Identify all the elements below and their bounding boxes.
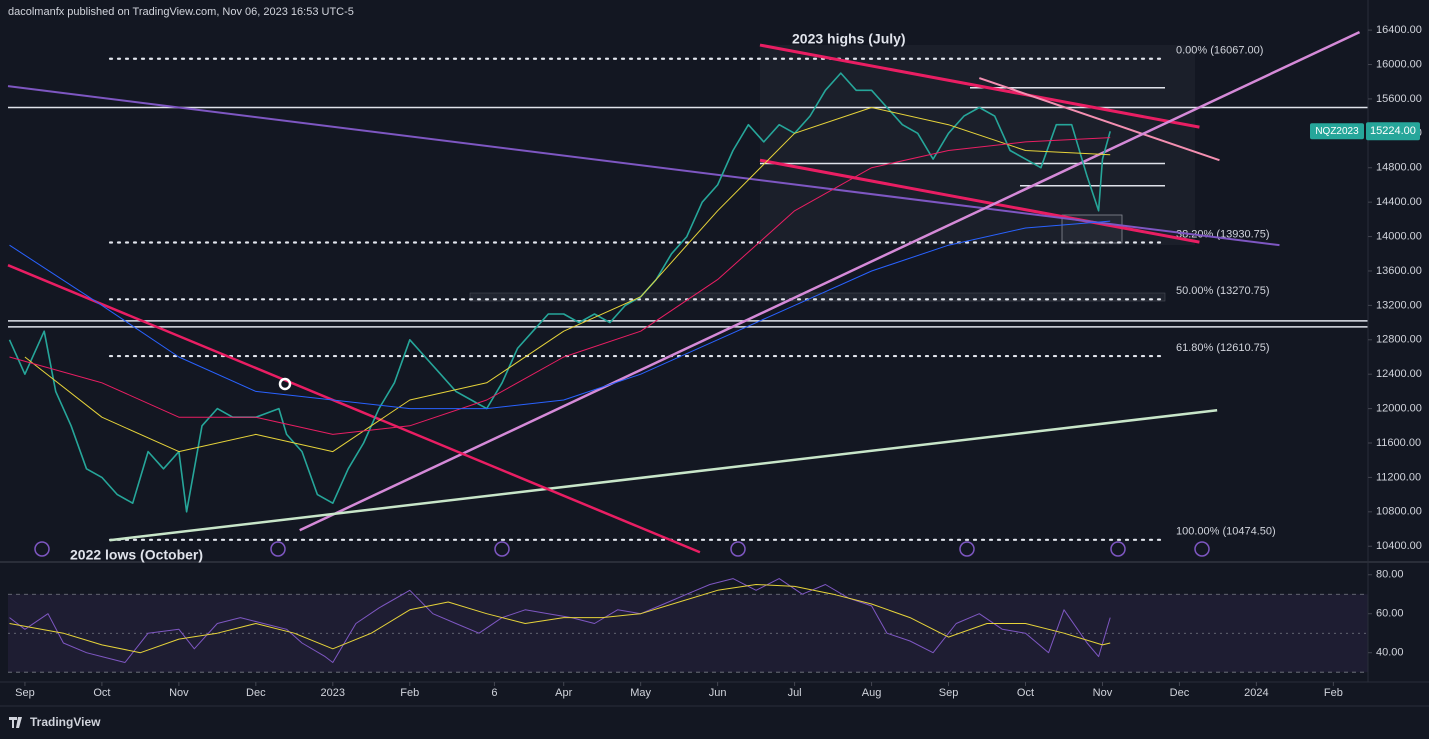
x-tick-label: Dec [246, 687, 266, 699]
y-tick-label: 16000.00 [1376, 58, 1422, 70]
y-tick-label: 16400.00 [1376, 24, 1422, 36]
x-tick-label: Feb [1324, 687, 1343, 699]
logo [9, 717, 22, 728]
y-tick-label: 14000.00 [1376, 230, 1422, 242]
series-line [9, 578, 1111, 663]
y-tick-label: 40.00 [1376, 647, 1404, 659]
fib-label: 50.00% (13270.75) [1176, 285, 1270, 297]
event-icon[interactable] [730, 541, 746, 557]
x-tick-label: Jul [788, 687, 802, 699]
trend-line [759, 158, 1200, 244]
x-tick-label: Sep [939, 687, 959, 699]
trend-line [7, 264, 701, 554]
marker [278, 377, 292, 391]
y-tick-label: 60.00 [1376, 608, 1404, 620]
y-tick-label: 15600.00 [1376, 93, 1422, 105]
last-price: 15224.00 [1370, 125, 1416, 137]
price-badge [1310, 123, 1364, 140]
fib-label: 100.00% (10474.50) [1176, 526, 1276, 538]
event-icon[interactable] [270, 541, 286, 557]
event-icon[interactable] [1194, 541, 1210, 557]
annotation: 2022 lows (October) [70, 547, 203, 563]
x-tick-label: Dec [1170, 687, 1190, 699]
series-line [8, 72, 1111, 513]
y-tick-label: 11600.00 [1376, 437, 1421, 449]
zone-box [469, 292, 1166, 302]
x-tick-label: 2024 [1244, 687, 1268, 699]
series-line [9, 137, 1111, 435]
y-tick-label: 80.00 [1376, 569, 1404, 581]
trend-line [299, 30, 1361, 532]
brand: TradingView [30, 715, 101, 729]
x-tick-label: Nov [1093, 687, 1113, 699]
x-tick-label: Aug [862, 687, 882, 699]
x-tick-label: May [630, 687, 651, 699]
y-tick-label: 13600.00 [1376, 265, 1422, 277]
trend-line [978, 77, 1220, 162]
x-tick-label: 2023 [321, 687, 345, 699]
x-tick-label: Nov [169, 687, 189, 699]
trend-line [7, 85, 1280, 247]
fib-label: 61.80% (12610.75) [1176, 342, 1270, 354]
y-tick-label: 12400.00 [1376, 368, 1422, 380]
fib-label: 38.20% (13930.75) [1176, 228, 1270, 240]
byline: dacolmanfx published on TradingView.com,… [8, 6, 354, 18]
x-tick-label: Sep [15, 687, 35, 699]
y-tick-label: 14800.00 [1376, 162, 1422, 174]
event-icon[interactable] [494, 541, 510, 557]
x-tick-label: Oct [93, 687, 110, 699]
x-tick-label: Jun [709, 687, 727, 699]
x-tick-label: 6 [491, 687, 497, 699]
y-tick-label: 10400.00 [1376, 540, 1422, 552]
x-tick-label: Oct [1017, 687, 1034, 699]
y-tick-label: 12800.00 [1376, 334, 1422, 346]
y-tick-label: 11200.00 [1376, 471, 1421, 483]
x-tick-label: Apr [555, 687, 572, 699]
trend-line [109, 408, 1218, 542]
series-line [9, 584, 1111, 654]
event-icons [34, 541, 1210, 557]
series-line [24, 107, 1111, 453]
price-badge [1366, 122, 1420, 141]
symbol-label: NQZ2023 [1315, 126, 1359, 137]
range-box [760, 45, 1195, 245]
x-tick-label: Feb [400, 687, 419, 699]
event-icon[interactable] [959, 541, 975, 557]
fib-label: 0.00% (16067.00) [1176, 45, 1263, 57]
y-tick-label: 12000.00 [1376, 403, 1422, 415]
annotation: 2023 highs (July) [792, 31, 906, 47]
event-icon[interactable] [1110, 541, 1126, 557]
plot-layer: 0.00% (16067.00) 38.20% (13930.75) 50.00% … [7, 30, 1368, 673]
y-tick-label: 13200.00 [1376, 299, 1422, 311]
event-icon[interactable] [34, 541, 50, 557]
y-tick-label: 14400.00 [1376, 196, 1422, 208]
y-tick-label: 10800.00 [1376, 506, 1422, 518]
series-line [9, 220, 1111, 410]
trend-line [759, 43, 1200, 129]
